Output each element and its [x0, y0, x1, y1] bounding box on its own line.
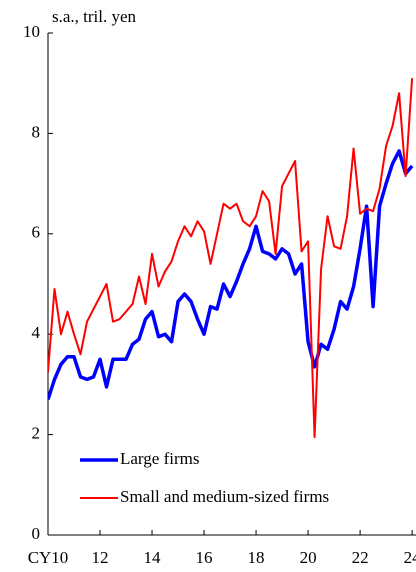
x-tick-label: 12	[92, 548, 109, 567]
y-tick-label: 10	[23, 22, 40, 41]
x-tick-label: 20	[300, 548, 317, 567]
legend-label: Small and medium-sized firms	[120, 487, 329, 506]
y-tick-label: 2	[32, 424, 41, 443]
series-line	[48, 78, 414, 439]
x-tick-label: 16	[196, 548, 213, 567]
y-tick-label: 0	[32, 524, 41, 543]
y-axis-unit: s.a., tril. yen	[52, 7, 137, 26]
y-tick-label: 8	[32, 122, 41, 141]
x-tick-label: CY10	[28, 548, 69, 567]
y-tick-label: 6	[32, 223, 41, 242]
x-tick-label: 18	[248, 548, 265, 567]
legend-label: Large firms	[120, 449, 199, 468]
x-tick-label: 14	[144, 548, 162, 567]
x-tick-label: 22	[352, 548, 369, 567]
x-tick-label: 24	[404, 548, 416, 567]
plot-area	[48, 78, 414, 439]
series-line	[48, 149, 414, 400]
y-tick-label: 4	[32, 323, 41, 342]
